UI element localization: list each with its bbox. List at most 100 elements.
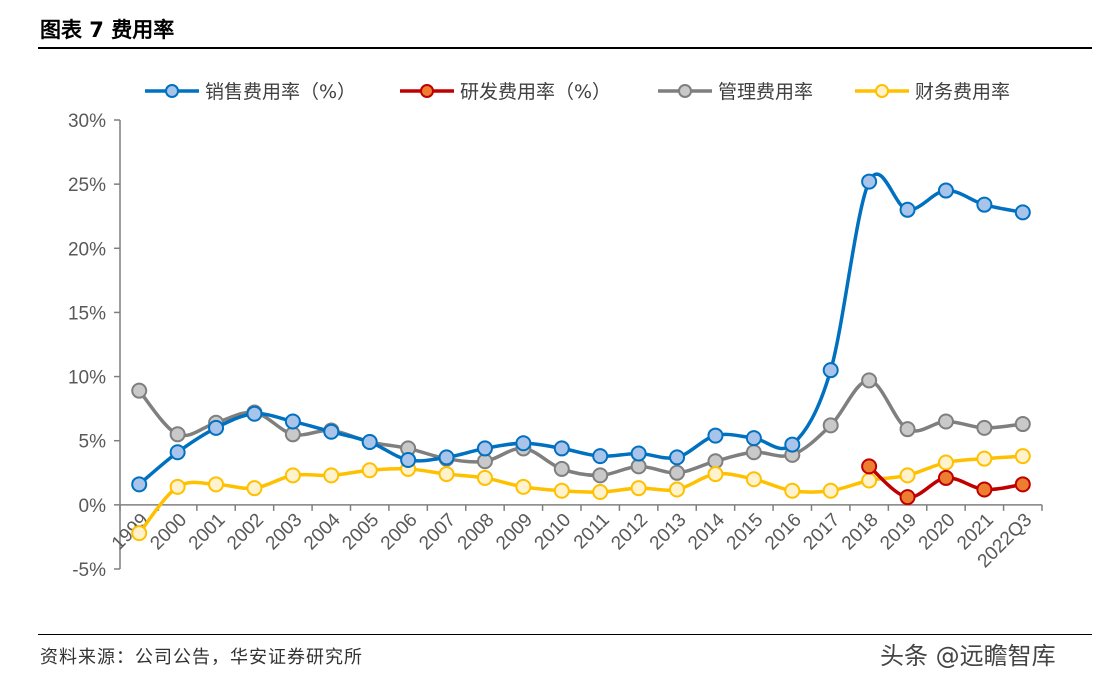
legend-marker [420, 84, 434, 98]
x-tick-label: 2009 [492, 510, 537, 555]
data-point [669, 449, 686, 466]
legend-label: 财务费用率 [915, 81, 1010, 103]
data-point [246, 405, 263, 422]
legend-label: 研发费用率（%） [460, 81, 611, 103]
data-point [861, 173, 878, 190]
data-point [669, 464, 686, 481]
x-tick-label: 2017 [799, 510, 844, 555]
x-tick-label: 2010 [531, 510, 576, 555]
y-tick-label: 20% [68, 239, 106, 260]
data-point [361, 433, 378, 450]
series-3 [131, 448, 1031, 542]
data-point [630, 445, 647, 462]
series-line [137, 378, 1023, 478]
legend-item: 销售费用率（%） [145, 81, 356, 103]
data-point [707, 427, 724, 444]
data-point [822, 362, 839, 379]
data-point [361, 462, 378, 479]
series-line [138, 172, 1024, 486]
x-tick-label: 2006 [377, 510, 422, 555]
legend-marker [678, 84, 692, 98]
header-divider [38, 47, 1092, 49]
data-point [323, 467, 340, 484]
data-point [515, 435, 532, 452]
data-point [822, 417, 839, 434]
x-tick-label: 2019 [876, 510, 921, 555]
y-tick-label: 30% [68, 111, 106, 132]
x-tick-label: 2003 [262, 510, 307, 555]
data-point [515, 478, 532, 495]
data-point [169, 426, 186, 443]
series-1 [861, 458, 1031, 506]
data-point [899, 201, 916, 218]
x-tick-label: 2018 [838, 510, 883, 555]
data-point [899, 489, 916, 506]
data-point [861, 372, 878, 389]
data-point [899, 467, 916, 484]
data-point [592, 448, 609, 465]
data-point [284, 413, 301, 430]
data-point [553, 460, 570, 477]
x-tick-label: 2007 [415, 510, 460, 555]
data-point [476, 440, 493, 457]
data-point [669, 481, 686, 498]
data-point [131, 382, 148, 399]
data-point [131, 525, 148, 542]
data-point [553, 440, 570, 457]
data-point [323, 423, 340, 440]
footer-divider [38, 634, 1092, 635]
figure-title: 图表 7 费用率 [40, 18, 175, 42]
data-point [284, 467, 301, 484]
data-point [438, 466, 455, 483]
data-point [476, 469, 493, 486]
data-point [745, 471, 762, 488]
data-point [861, 458, 878, 475]
data-point [1014, 416, 1031, 433]
x-tick-label: 2015 [723, 510, 768, 555]
data-point [976, 419, 993, 436]
x-tick-label: 2013 [646, 510, 691, 555]
legend-item: 财务费用率 [855, 81, 1010, 103]
data-point [1014, 476, 1031, 493]
x-tick-label: 2012 [607, 510, 652, 555]
data-point [169, 444, 186, 461]
data-point [400, 451, 417, 468]
data-point [976, 196, 993, 213]
data-point [784, 436, 801, 453]
data-point [553, 482, 570, 499]
data-point [937, 182, 954, 199]
x-tick-label: 2014 [684, 509, 729, 554]
y-tick-label: 0% [79, 496, 107, 517]
legend-label: 管理费用率 [718, 81, 813, 103]
data-point [592, 484, 609, 501]
legend-marker [165, 84, 179, 98]
data-point [592, 467, 609, 484]
y-tick-label: 25% [68, 175, 106, 196]
legend-marker [875, 84, 889, 98]
legend-item: 管理费用率 [658, 81, 813, 103]
x-tick-label: 2001 [185, 510, 230, 555]
data-point [822, 482, 839, 499]
data-point [976, 481, 993, 498]
watermark: 头条 @远瞻智库 [880, 642, 1056, 670]
data-point [169, 478, 186, 495]
series-2 [131, 372, 1031, 484]
data-point [1014, 448, 1031, 465]
y-tick-label: 15% [68, 303, 106, 324]
data-point [208, 419, 225, 436]
x-tick-label: 2004 [300, 509, 345, 554]
y-tick-label: 10% [68, 368, 106, 389]
data-point [861, 472, 878, 489]
x-tick-label: 2020 [915, 510, 960, 555]
legend-item: 研发费用率（%） [400, 81, 611, 103]
legend-label: 销售费用率（%） [205, 81, 356, 103]
y-tick-label: 5% [79, 432, 107, 453]
data-point [438, 449, 455, 466]
data-point [937, 413, 954, 430]
source-note: 资料来源：公司公告，华安证券研究所 [40, 647, 363, 668]
data-point [208, 476, 225, 493]
data-point [976, 450, 993, 467]
y-tick-label: -5% [72, 560, 106, 581]
data-point [131, 476, 148, 493]
